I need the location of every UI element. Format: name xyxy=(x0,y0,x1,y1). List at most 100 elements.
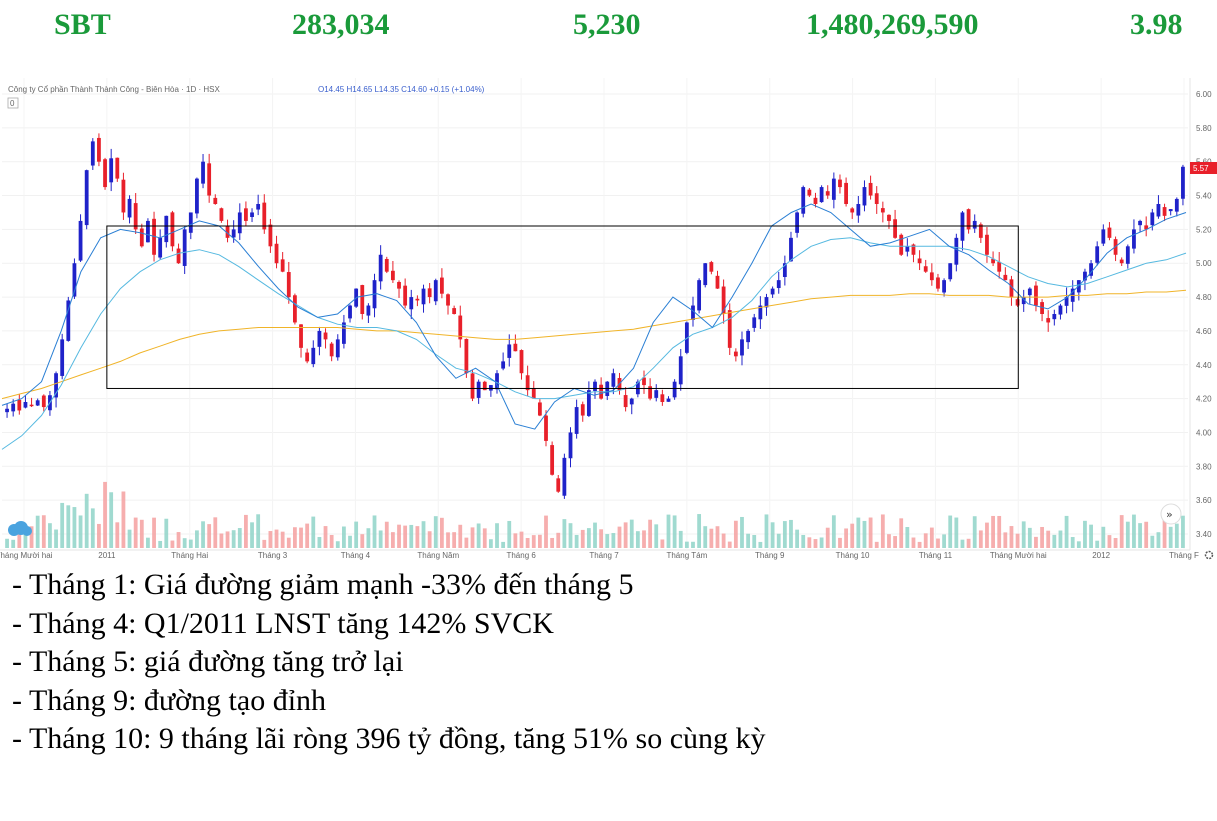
volume-bar xyxy=(397,524,401,548)
candle-body xyxy=(586,390,591,416)
volume-bar xyxy=(176,532,181,548)
candle-body xyxy=(782,263,787,278)
candle-body xyxy=(1009,279,1014,298)
volume-bar xyxy=(127,529,132,548)
volume-bar xyxy=(721,533,726,548)
volume-bar xyxy=(54,529,58,548)
candle-body xyxy=(54,373,58,398)
legend-value-box[interactable] xyxy=(7,97,19,109)
volume-bar xyxy=(1107,535,1112,548)
candle-body xyxy=(250,212,254,218)
candle-body xyxy=(917,258,922,264)
candle-body xyxy=(390,270,395,281)
volume-bar xyxy=(605,534,610,548)
volume-bar xyxy=(274,529,279,548)
candle-body xyxy=(936,277,940,289)
candle-body xyxy=(1027,288,1032,296)
volume-bar xyxy=(244,514,248,548)
candle-body xyxy=(439,277,444,294)
volume-bar xyxy=(152,517,156,548)
candle-body xyxy=(691,305,695,320)
candle-body xyxy=(654,390,659,398)
price-chart[interactable]: 6.005.805.605.405.205.004.804.604.404.20… xyxy=(0,78,1217,562)
candle-body xyxy=(1083,271,1087,281)
volume-bar xyxy=(936,538,940,548)
volume-bar xyxy=(715,526,720,548)
y-tick-label: 3.60 xyxy=(1196,496,1212,505)
ma-short-line xyxy=(1,203,1187,430)
scroll-right-button[interactable]: » xyxy=(1160,503,1182,525)
candle-body xyxy=(507,344,512,358)
volume-bar xyxy=(550,537,555,548)
candle-body xyxy=(293,295,297,323)
volume-bar xyxy=(1021,521,1026,548)
volume-bar xyxy=(335,541,340,548)
candle-body xyxy=(1174,198,1179,212)
candle-body xyxy=(299,324,303,348)
candle-body xyxy=(378,254,383,282)
candle-body xyxy=(813,197,818,204)
volume-bar xyxy=(758,541,763,548)
candle-body xyxy=(335,339,340,358)
candle-body xyxy=(709,262,714,272)
volume-bar xyxy=(250,522,254,548)
candle-body xyxy=(244,208,248,221)
candle-body xyxy=(237,212,242,234)
volume-bar xyxy=(703,526,708,548)
volume-bar xyxy=(1156,532,1161,548)
candle-body xyxy=(880,208,885,213)
volume-bar xyxy=(556,532,561,548)
moving-averages xyxy=(1,203,1187,450)
y-tick-label: 5.40 xyxy=(1196,192,1212,201)
candle-body xyxy=(942,280,946,293)
volume-bar xyxy=(1132,514,1136,548)
candle-body xyxy=(139,228,144,247)
note-item: - Tháng 5: giá đường tăng trở lại xyxy=(12,645,404,678)
volume-bar xyxy=(1150,535,1155,548)
volume-bar xyxy=(164,518,169,548)
x-tick-label: Tháng 11 xyxy=(919,551,953,560)
volume-bar xyxy=(66,505,71,548)
candle-body xyxy=(868,182,873,196)
volume-bar xyxy=(458,524,463,548)
volume-bar xyxy=(923,533,928,548)
candle-body xyxy=(678,356,683,385)
volume-bar xyxy=(874,541,879,548)
volume-bar xyxy=(219,533,224,548)
volume-bar xyxy=(115,522,120,548)
stat-value: 1,480,269,590 xyxy=(806,8,979,41)
candle-body xyxy=(488,385,493,391)
candle-body xyxy=(452,308,457,314)
candle-body xyxy=(1101,229,1106,244)
volume-bar xyxy=(41,515,46,548)
candle-body xyxy=(182,229,187,266)
volume-bar xyxy=(170,540,175,548)
volume-bar xyxy=(488,539,493,548)
candle-body xyxy=(201,161,205,184)
candle-body xyxy=(403,285,408,306)
candle-body xyxy=(819,187,824,203)
volume-bar xyxy=(268,531,273,548)
candle-body xyxy=(280,259,285,272)
volume-bar xyxy=(911,537,916,548)
x-tick-label: Tháng 3 xyxy=(258,551,288,560)
candle-body xyxy=(1162,207,1167,216)
candle-body xyxy=(1156,204,1161,217)
volume-bar xyxy=(948,515,953,548)
candle-body xyxy=(41,395,46,408)
candle-body xyxy=(219,208,224,221)
x-tick-label: Tháng 4 xyxy=(341,551,371,560)
candle-body xyxy=(991,258,995,264)
volume-bar xyxy=(727,541,732,548)
volume-bar xyxy=(103,481,107,548)
volume-bar xyxy=(237,528,242,548)
volume-bar xyxy=(991,515,995,548)
candle-body xyxy=(562,457,567,496)
candle-body xyxy=(415,298,420,301)
candle-body xyxy=(146,220,150,243)
candle-body xyxy=(733,351,738,357)
volume-bar xyxy=(838,537,842,548)
candle-body xyxy=(966,209,971,230)
volume-bar xyxy=(519,531,524,548)
gear-icon[interactable] xyxy=(1204,550,1214,560)
